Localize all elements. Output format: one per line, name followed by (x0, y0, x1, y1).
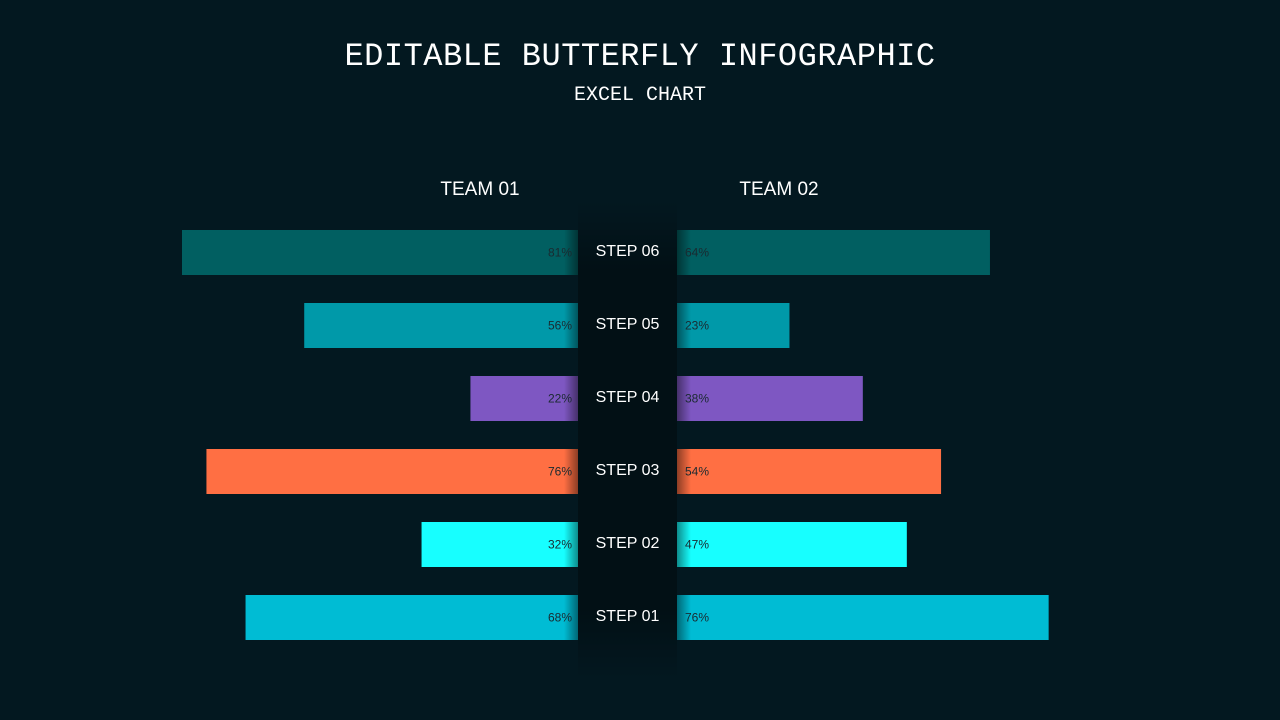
step-label: STEP 06 (596, 243, 660, 260)
team-02-value-label: 76% (685, 611, 709, 625)
team-02-bar (677, 376, 863, 421)
team-01-value-label: 56% (548, 319, 572, 333)
team-01-bar-shadow (564, 449, 578, 494)
team-01-bar (421, 522, 578, 567)
team-01-bar-shadow (564, 303, 578, 348)
team-01-bar-shadow (564, 595, 578, 640)
team-02-bar-shadow (677, 376, 691, 421)
team-02-bar-shadow (677, 522, 691, 567)
team-02-bar-shadow (677, 595, 691, 640)
team-02-value-label: 64% (685, 246, 709, 260)
team-01-bar (304, 303, 578, 348)
team-01-value-label: 76% (548, 465, 572, 479)
center-spine (578, 200, 677, 680)
step-label: STEP 05 (596, 316, 660, 333)
team-01-bar (181, 230, 578, 275)
team-01-value-label: 32% (548, 538, 572, 552)
team-01-bar (206, 449, 578, 494)
team-01-bar-shadow (564, 376, 578, 421)
team-02-bar-shadow (677, 449, 691, 494)
team-02-value-label: 54% (685, 465, 709, 479)
team-02-bar (677, 449, 942, 494)
chart-title: EDITABLE BUTTERFLY INFOGRAPHIC (344, 38, 936, 75)
team-01-value-label: 81% (548, 246, 572, 260)
team-01-bar-shadow (564, 522, 578, 567)
team-02-bar (677, 230, 990, 275)
team-02-bar-shadow (677, 303, 691, 348)
team-01-bar (470, 376, 578, 421)
team-02-value-label: 47% (685, 538, 709, 552)
team-02-label: TEAM 02 (739, 179, 819, 200)
step-label: STEP 03 (596, 462, 660, 479)
team-01-label: TEAM 01 (440, 179, 520, 200)
team-02-bar (677, 595, 1049, 640)
team-01-bar (245, 595, 578, 640)
team-02-value-label: 38% (685, 392, 709, 406)
team-01-value-label: 68% (548, 611, 572, 625)
step-label: STEP 01 (596, 608, 660, 625)
team-02-value-label: 23% (685, 319, 709, 333)
step-label: STEP 04 (596, 389, 660, 406)
team-01-value-label: 22% (548, 392, 572, 406)
team-02-bar-shadow (677, 230, 691, 275)
chart-subtitle: EXCEL CHART (573, 84, 707, 107)
team-02-bar (677, 303, 790, 348)
team-01-bar-shadow (564, 230, 578, 275)
step-label: STEP 02 (596, 535, 660, 552)
team-02-bar (677, 522, 907, 567)
